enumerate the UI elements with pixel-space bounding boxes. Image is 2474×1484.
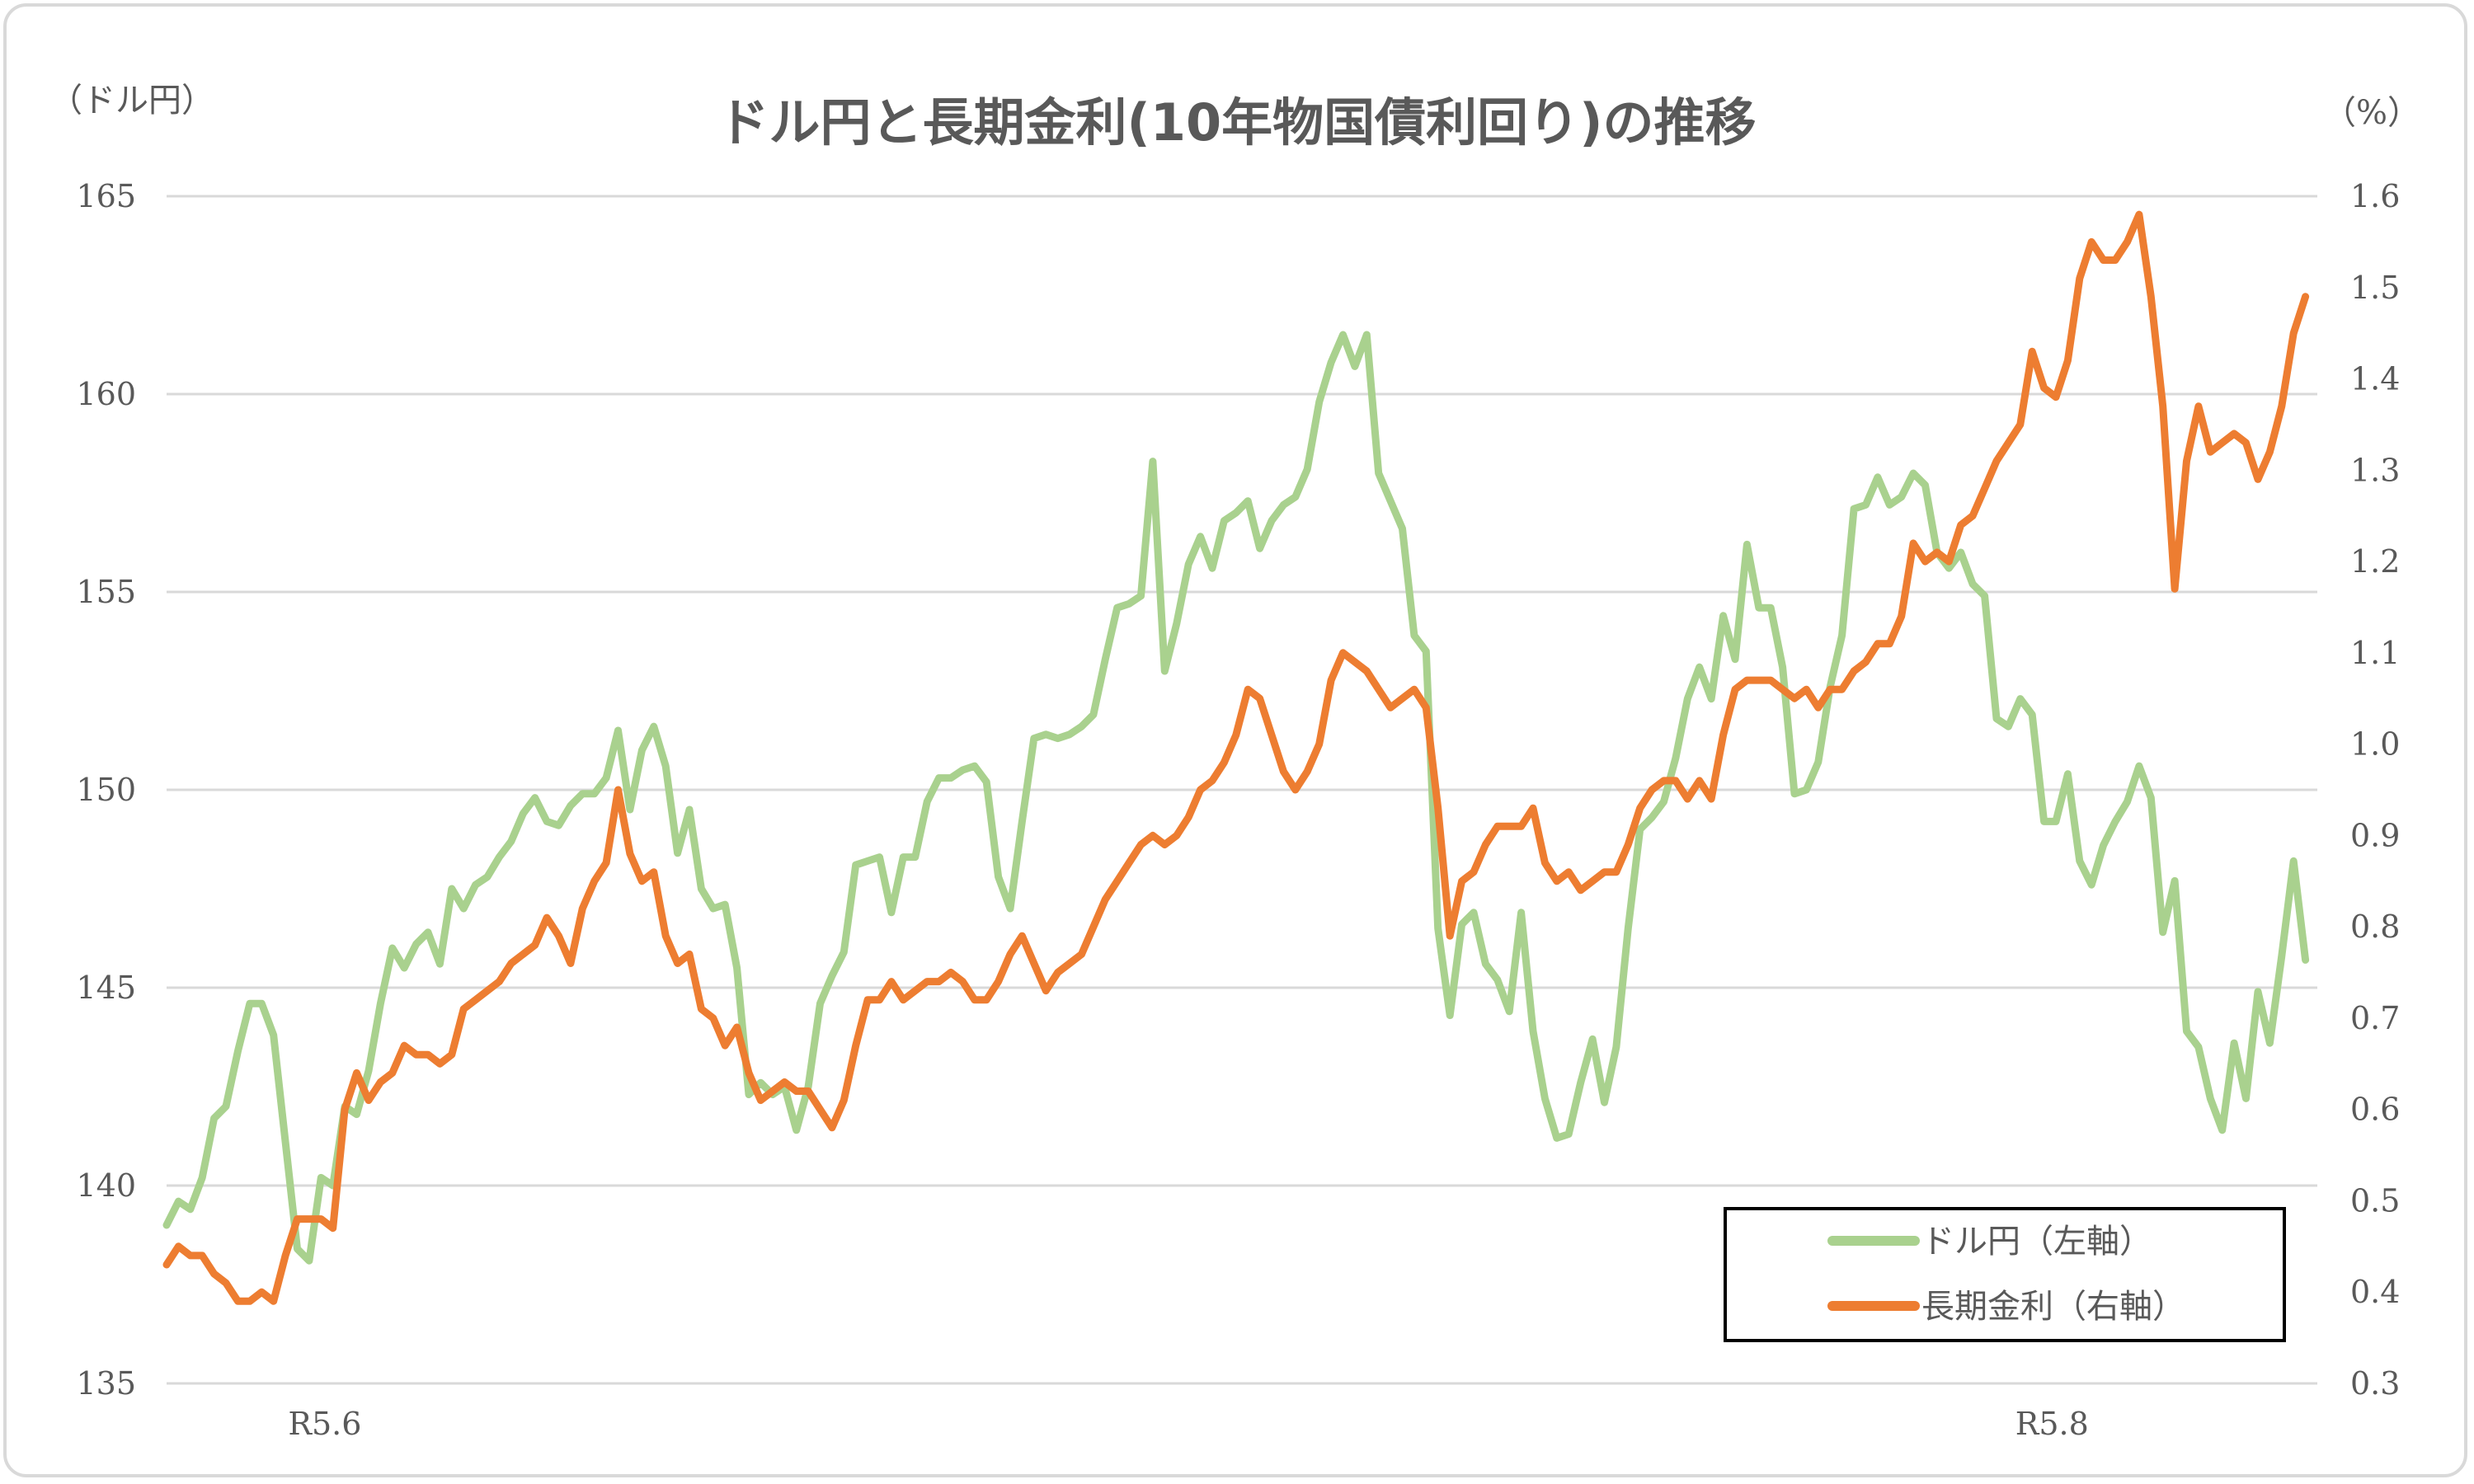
left-tick-label: 165	[76, 178, 136, 214]
series-line-usdjpy	[162, 331, 2310, 1265]
left-tick-label: 155	[76, 574, 136, 610]
legend-label-jgb: 長期金利（右軸）	[1921, 1288, 2185, 1326]
legend-label-usdjpy: ドル円（左軸）	[1921, 1223, 2152, 1261]
right-axis-ticks: 0.3 0.4 0.5 0.6 0.7 0.8 0.9 1.0 1.1 1.2 1.3 1.4 1.5 1…	[2350, 178, 2400, 1402]
right-tick-label: 0.8	[2350, 909, 2400, 945]
x-axis-ticks: R5.6R5.8R5.10R5.12R6.2R6.4R6.6R6.8R6.10R…	[288, 1406, 2089, 1442]
grid-lines	[167, 195, 2317, 1385]
legend: ドル円（左軸） 長期金利（右軸）	[1724, 1207, 2286, 1342]
left-tick-label: 140	[76, 1167, 136, 1204]
right-tick-label: 0.3	[2350, 1365, 2400, 1402]
right-tick-label: 1.3	[2350, 452, 2400, 488]
series-layer	[162, 210, 2310, 1305]
right-tick-label: 1.4	[2350, 361, 2400, 397]
legend-box	[1724, 1207, 2286, 1342]
right-tick-label: 0.4	[2350, 1274, 2400, 1310]
left-tick-label: 160	[76, 376, 136, 412]
right-tick-label: 1.0	[2350, 726, 2400, 763]
right-tick-label: 0.6	[2350, 1092, 2400, 1128]
right-tick-label: 1.5	[2350, 270, 2400, 306]
right-tick-label: 0.7	[2350, 1000, 2400, 1036]
right-tick-label: 1.2	[2350, 543, 2400, 580]
x-tick-label: R5.8	[2015, 1406, 2089, 1442]
left-axis-ticks: 135 140 145 150 155 160 165	[76, 178, 136, 1402]
left-tick-label: 150	[76, 772, 136, 808]
right-tick-label: 0.9	[2350, 817, 2400, 853]
left-axis-unit-label: （ドル円）	[49, 82, 214, 120]
right-tick-label: 1.1	[2350, 635, 2400, 671]
right-tick-label: 0.5	[2350, 1182, 2400, 1219]
left-tick-label: 145	[76, 970, 136, 1006]
left-tick-label: 135	[76, 1365, 136, 1402]
right-axis-unit-label: （%）	[2323, 94, 2420, 132]
x-tick-label: R5.6	[288, 1406, 361, 1442]
right-tick-label: 1.6	[2350, 178, 2400, 214]
chart-title: ドル円と長期金利(10年物国債利回り)の推移	[718, 92, 1757, 153]
series-line-jgb	[162, 210, 2310, 1305]
